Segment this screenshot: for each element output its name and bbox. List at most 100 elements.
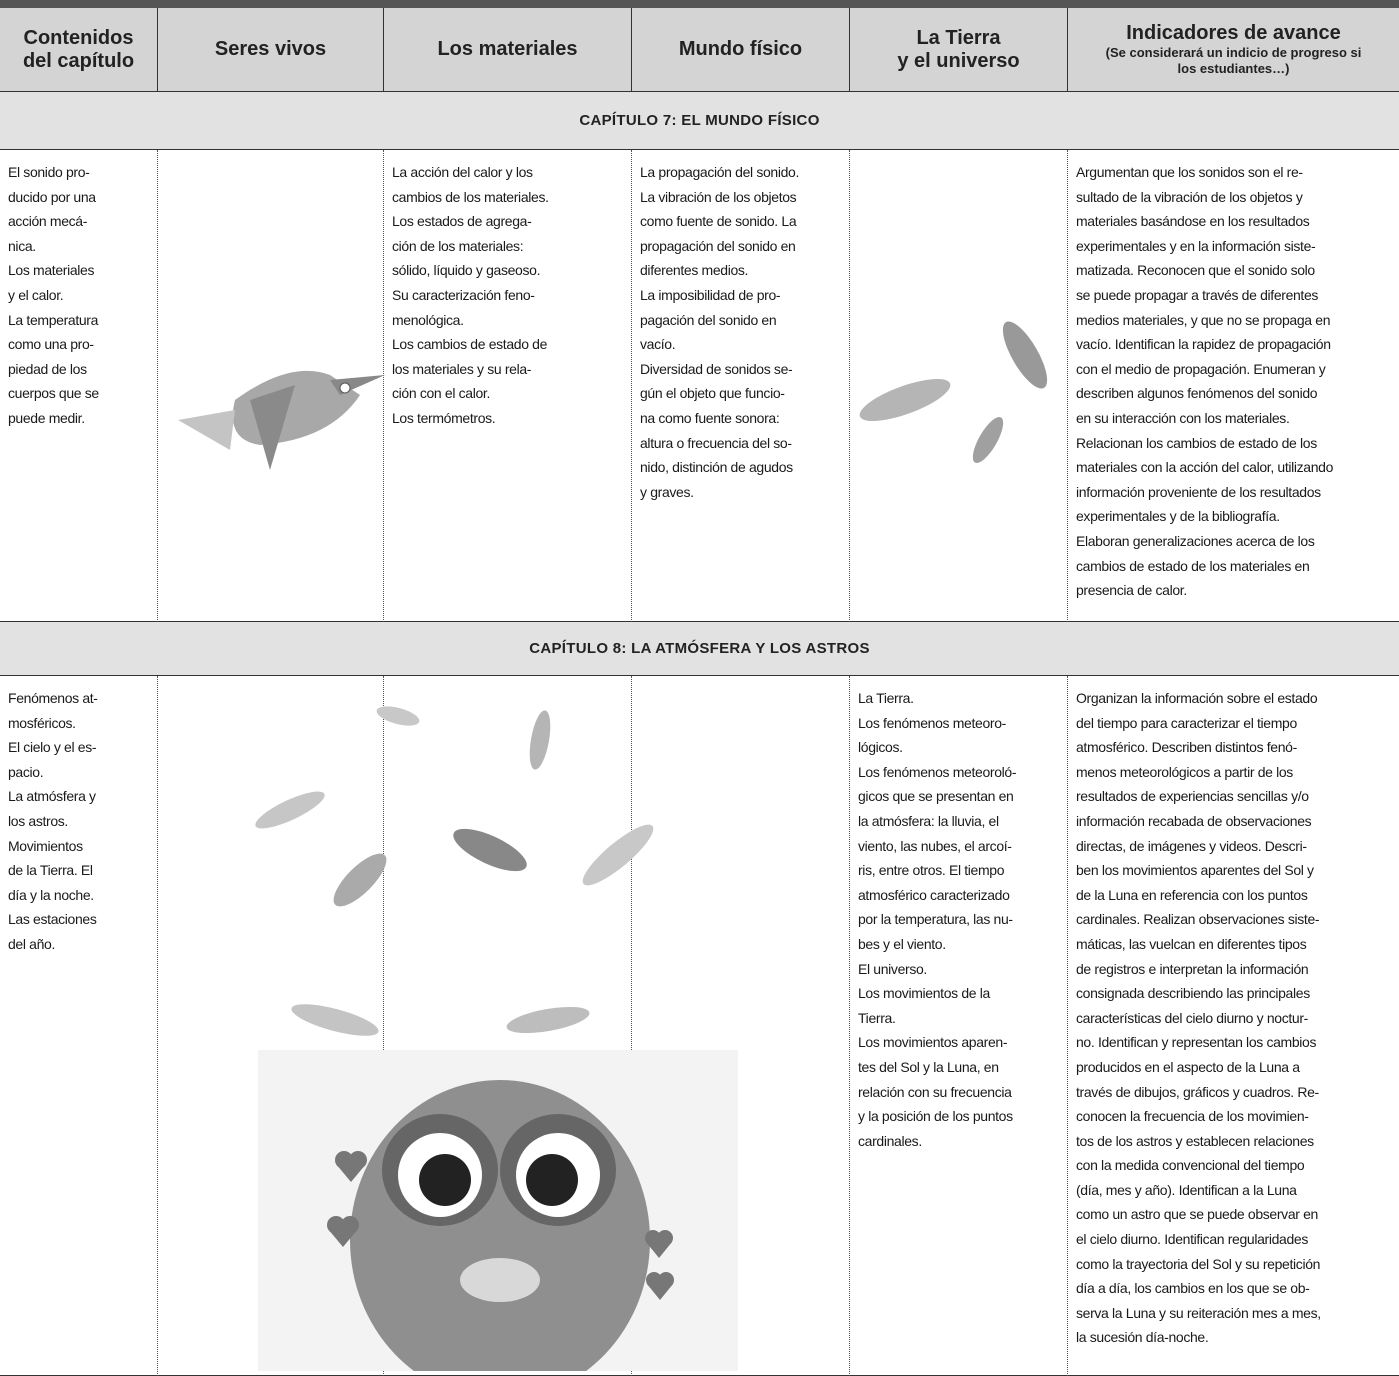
header-label: y el universo	[897, 49, 1020, 72]
text-line: consignada describiendo las principales	[1076, 985, 1310, 1002]
header-label: Seres vivos	[214, 38, 327, 60]
text-line: propagación del sonido en	[640, 237, 796, 254]
text-line: altura o frecuencia del so-	[640, 434, 792, 451]
text-line: del año.	[8, 935, 56, 952]
header-label: Mundo físico	[678, 38, 803, 60]
text-line: través de dibujos, gráficos y cuadros. R…	[1076, 1083, 1319, 1100]
text-line: los materiales y su rela-	[392, 360, 532, 377]
text-line: Los fenómenos meteoro-	[858, 714, 1006, 731]
text-line: con el medio de propagación. Enumeran y	[1076, 360, 1326, 377]
text-line: La propagación del sonido.	[640, 164, 800, 180]
cell	[158, 676, 384, 1376]
text-line: el cielo diurno. Identifican regularidad…	[1076, 1231, 1309, 1248]
text-line: sólido, líquido y gaseoso.	[392, 262, 541, 279]
text-line: serva la Luna y su reiteración mes a mes…	[1076, 1304, 1321, 1321]
cell: Organizan la información sobre el estado…	[1068, 676, 1399, 1376]
text-line: resultados de experiencias sencillas y/o	[1076, 788, 1309, 805]
text-line: día y la noche.	[8, 886, 94, 903]
text-line: medios materiales, y que no se propaga e…	[1076, 311, 1331, 328]
text-line: El cielo y el es-	[8, 739, 97, 756]
text-line: sultado de la vibración de los objetos y	[1076, 188, 1303, 205]
text-line: día a día, los cambios en los que se ob-	[1076, 1280, 1310, 1297]
header-cell: Seres vivos	[158, 8, 384, 92]
text-line: como una pro-	[8, 336, 94, 353]
text-line: cambios de los materiales.	[392, 188, 549, 205]
text-line: directas, de imágenes y videos. Descri-	[1076, 837, 1307, 854]
text-line: Los cambios de estado de	[392, 336, 548, 353]
text-line: nica.	[8, 237, 36, 254]
text-line: La vibración de los objetos	[640, 188, 797, 205]
text-line: Fenómenos at-	[8, 690, 98, 706]
chapter-title: CAPÍTULO 8: LA ATMÓSFERA Y LOS ASTROS	[0, 622, 1399, 676]
text-line: Elaboran generalizaciones acerca de los	[1076, 532, 1315, 549]
text-line: presencia de calor.	[1076, 582, 1187, 599]
text-line: Diversidad de sonidos se-	[640, 360, 793, 377]
text-line: la sucesión día-noche.	[1076, 1329, 1209, 1346]
text-line: no. Identifican y representan los cambio…	[1076, 1034, 1317, 1051]
cell	[632, 676, 850, 1376]
text-line: Los materiales	[8, 262, 95, 279]
text-line: Los movimientos aparen-	[858, 1034, 1008, 1051]
text-line: atmosférico. Describen distintos fenó-	[1076, 739, 1297, 756]
text-line: menológica.	[392, 311, 464, 328]
text-line: de registros e interpretan la informació…	[1076, 960, 1309, 977]
chapter-title: CAPÍTULO 7: EL MUNDO FÍSICO	[0, 92, 1399, 150]
text-line: vacío.	[640, 336, 676, 353]
text-line: cambios de estado de los materiales en	[1076, 557, 1310, 574]
text-line: se puede propagar a través de diferentes	[1076, 286, 1319, 303]
header-cell: Mundo físico	[632, 8, 850, 92]
text-line: menos meteorológicos a partir de los	[1076, 763, 1293, 780]
text-line: La acción del calor y los	[392, 164, 533, 180]
cell	[850, 150, 1068, 622]
text-line: ción de los materiales:	[392, 237, 524, 254]
cell: Fenómenos at-mosféricos. El cielo y el es…	[0, 676, 158, 1376]
text-line: como la trayectoria del Sol y su repetic…	[1076, 1255, 1321, 1272]
text-line: Los movimientos de la	[858, 985, 990, 1002]
text-line: na como fuente sonora:	[640, 409, 780, 426]
text-line: ducido por una	[8, 188, 96, 205]
text-line: ris, entre otros. El tiempo	[858, 862, 1005, 879]
text-line: Los termómetros.	[392, 409, 496, 426]
text-line: Relacionan los cambios de estado de los	[1076, 434, 1317, 451]
header-label: La Tierra	[916, 26, 1001, 49]
text-line: información recabada de observaciones	[1076, 812, 1312, 829]
text-line: diferentes medios.	[640, 262, 749, 279]
text-line: información proveniente de los resultado…	[1076, 483, 1321, 500]
text-line: Argumentan que los sonidos son el re-	[1076, 164, 1303, 180]
text-line: experimentales y de la bibliografía.	[1076, 508, 1280, 525]
header-label: Los materiales	[437, 38, 578, 60]
text-line: por la temperatura, las nu-	[858, 911, 1013, 928]
text-line: en su interacción con los materiales.	[1076, 409, 1290, 426]
text-line: Movimientos	[8, 837, 83, 854]
cell: Argumentan que los sonidos son el re-sul…	[1068, 150, 1399, 622]
text-line: características del cielo diurno y noctu…	[1076, 1009, 1308, 1026]
text-line: describen algunos fenómenos del sonido	[1076, 385, 1318, 402]
header-label: Contenidos	[23, 26, 134, 49]
header-label: del capítulo	[22, 49, 135, 72]
text-line: Los fenómenos meteoroló-	[858, 763, 1017, 780]
text-line: conocen la frecuencia de los movimien-	[1076, 1108, 1309, 1125]
text-line: bes y el viento.	[858, 935, 946, 952]
text-line: como un astro que se puede observar en	[1076, 1206, 1318, 1223]
cell: La acción del calor y los cambios de los …	[384, 150, 632, 622]
text-line: La imposibilidad de pro-	[640, 286, 781, 303]
text-line: como fuente de sonido. La	[640, 213, 797, 230]
text-line: puede medir.	[8, 409, 85, 426]
cell	[384, 676, 632, 1376]
text-line: y la posición de los puntos	[858, 1108, 1013, 1125]
text-line: tes del Sol y la Luna, en	[858, 1058, 999, 1075]
text-line: de la Luna en referencia con los puntos	[1076, 886, 1308, 903]
text-line: acción mecá-	[8, 213, 88, 230]
text-line: tos de los astros y establecen relacione…	[1076, 1132, 1314, 1149]
text-line: relación con su frecuencia	[858, 1083, 1012, 1100]
text-line: atmosférico caracterizado	[858, 886, 1010, 903]
text-line: ción con el calor.	[392, 385, 490, 402]
text-line: los astros.	[8, 812, 68, 829]
text-line: Tierra.	[858, 1009, 896, 1026]
header-cell: Indicadores de avance (Se considerará un …	[1068, 8, 1399, 92]
header-note: los estudiantes…)	[1177, 61, 1290, 76]
text-line: cuerpos que se	[8, 385, 99, 402]
text-line: producidos en el aspecto de la Luna a	[1076, 1058, 1300, 1075]
text-line: La temperatura	[8, 311, 99, 328]
